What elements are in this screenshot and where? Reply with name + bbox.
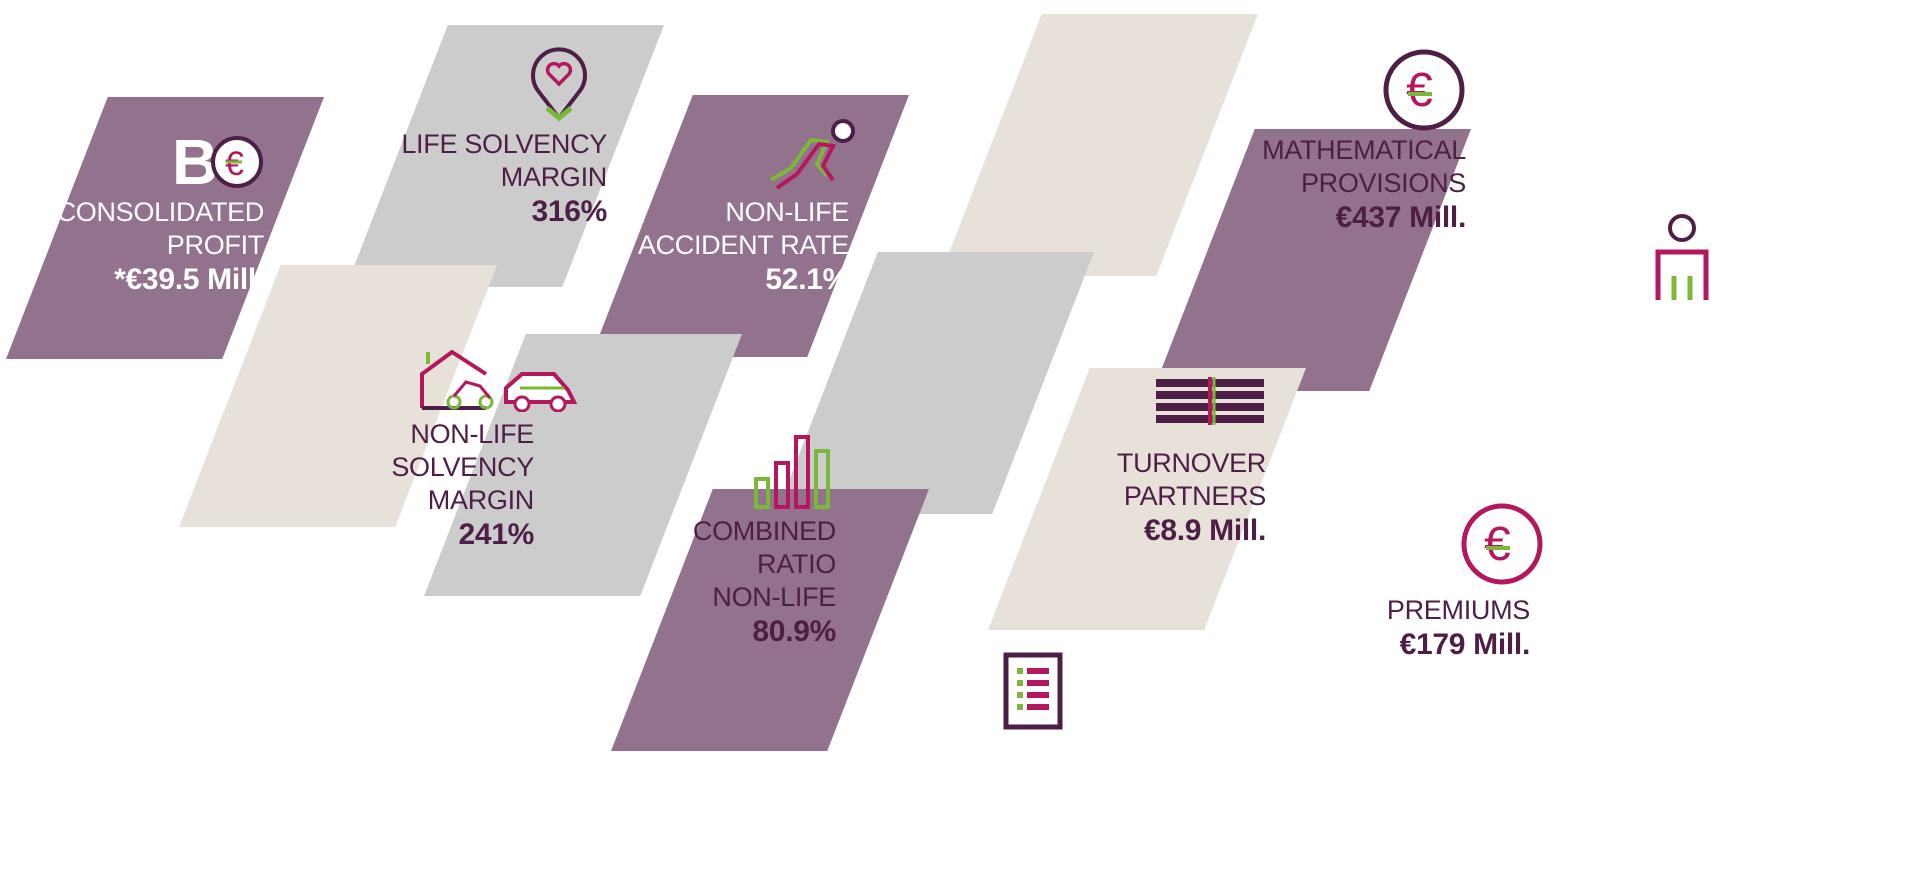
nonlife-accident-value: 52.1%: [765, 263, 849, 296]
nonlife-solvency-value: 241%: [458, 518, 534, 551]
kpi-life-solvency: LIFE SOLVENCY MARGIN 316%: [401, 46, 607, 230]
document-list-icon: [1003, 652, 1063, 730]
kpi-customers: CUSTOMERS 344,448: [1557, 214, 1726, 383]
falling-person-icon: [769, 119, 855, 190]
kpi-policies: POLICIES 563,274: [942, 652, 1064, 813]
kpi-turnover-partners: TURNOVER PARTNERS €8.9 Mill.: [1117, 375, 1266, 549]
turnover-partners-label: TURNOVER PARTNERS: [1116, 448, 1266, 511]
svg-text:€: €: [225, 145, 244, 183]
math-provisions-label: MATHEMATICAL PROVISIONS: [1262, 135, 1466, 198]
kpi-premiums: € PREMIUMS €179 Mill.: [1386, 502, 1543, 663]
heart-location-pin-icon: [531, 47, 587, 122]
premiums-value: €179 Mill.: [1399, 628, 1531, 661]
combined-ratio-value: 80.9%: [752, 615, 836, 648]
policies-value: 563,274: [957, 778, 1065, 811]
consolidated-profit-value: *€39.5 Mill.: [114, 263, 264, 296]
kpi-nonlife-accident: NON-LIFE ACCIDENT RATE 52.1%: [637, 118, 855, 298]
nonlife-accident-label: NON-LIFE ACCIDENT RATE: [637, 197, 849, 260]
euro-circle-icon: €: [1461, 503, 1543, 585]
person-icon: [1655, 214, 1709, 300]
bar-chart-icon: [754, 435, 830, 509]
customers-value: 344,448: [1619, 348, 1727, 381]
euro-circle-icon: €: [1383, 49, 1465, 131]
kpi-math-provisions: € MATHEMATICAL PROVISIONS €437 Mill.: [1262, 48, 1466, 236]
house-scooter-car-icon: [420, 349, 578, 412]
life-solvency-value: 316%: [531, 195, 607, 228]
svg-text:€: €: [1406, 64, 1433, 117]
life-solvency-label: LIFE SOLVENCY MARGIN: [401, 129, 607, 192]
policies-label: POLICIES: [941, 745, 1064, 775]
kpi-nonlife-solvency: NON-LIFE SOLVENCY MARGIN 241%: [391, 346, 578, 553]
money-stack-icon: [1156, 377, 1264, 425]
kpi-consolidated-profit: B € CONSOLIDATED PROFIT *€39.5 Mill.: [56, 128, 265, 298]
b-euro-logo-icon: B €: [172, 128, 263, 190]
kpi-combined-ratio: COMBINED RATIO NON-LIFE 80.9%: [693, 433, 836, 650]
customers-label: CUSTOMERS: [1556, 315, 1727, 345]
tile-math-provisions: [940, 14, 1258, 276]
svg-text:€: €: [1484, 518, 1511, 571]
combined-ratio-label: COMBINED RATIO NON-LIFE: [692, 516, 836, 612]
nonlife-solvency-label: NON-LIFE SOLVENCY MARGIN: [391, 419, 534, 515]
premiums-label: PREMIUMS: [1386, 595, 1530, 625]
turnover-partners-value: €8.9 Mill.: [1143, 514, 1266, 547]
svg-text:B: B: [172, 128, 218, 190]
consolidated-profit-label: CONSOLIDATED PROFIT: [56, 197, 265, 260]
math-provisions-value: €437 Mill.: [1335, 201, 1467, 234]
